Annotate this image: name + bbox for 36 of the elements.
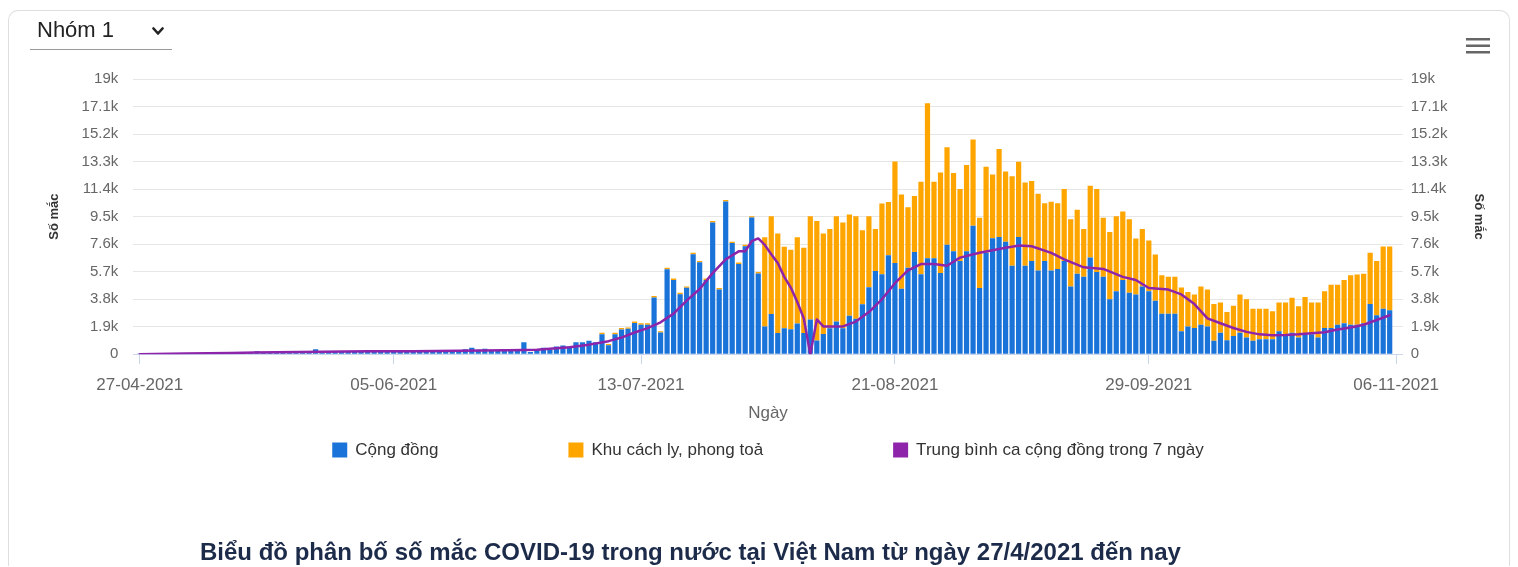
y-tick-label: 17.1k xyxy=(81,96,119,114)
y-tick-label: 3.8k xyxy=(89,289,119,307)
y-tick-label: 1.9k xyxy=(89,316,119,334)
y-tick-label: 13.3k xyxy=(81,151,119,169)
x-tick-label: 29-09-2021 xyxy=(1105,375,1193,395)
y2-tick-label: 15.2k xyxy=(1410,124,1448,142)
y2-tick-label: 3.8k xyxy=(1410,289,1440,307)
y2-tick-label: 7.6k xyxy=(1410,234,1440,252)
x-tick-label: 06-11-2021 xyxy=(1353,375,1440,395)
y-axis-title: Số mắc xyxy=(46,193,62,240)
text: Biểu đồ phân bố số mắc COVID-19 trong nước tại Việt Nam từ ngày 27/4/2021 đến nay xyxy=(200,538,1181,566)
y-tick-label: 7.6k xyxy=(89,234,119,252)
y-tick-label: 19k xyxy=(94,69,119,87)
x-tick-label: 13-07-2021 xyxy=(597,375,685,395)
group-dropdown: Nhóm 1 xyxy=(30,13,172,50)
y2-tick-label: 0 xyxy=(1410,344,1420,362)
y-tick-label: 15.2k xyxy=(81,124,119,142)
legend-label: Trung bình ca cộng đồng trong 7 ngày xyxy=(916,439,1205,459)
y-tick-label: 5.7k xyxy=(89,261,119,279)
x-tick-label: 21-08-2021 xyxy=(851,375,939,395)
y2-tick-label: 5.7k xyxy=(1410,261,1440,279)
legend-label: Khu cách ly, phong toả xyxy=(591,439,764,459)
x-tick-label: 05-06-2021 xyxy=(350,375,438,395)
y-tick-label: 0 xyxy=(109,344,119,362)
y2-tick-label: 19k xyxy=(1410,69,1436,87)
y2-tick-label: 1.9k xyxy=(1410,316,1440,334)
legend-label: Cộng đồng xyxy=(355,439,439,459)
y-tick-label: 9.5k xyxy=(89,206,119,224)
y2-axis-title: Số mắc xyxy=(1471,193,1487,240)
x-tick-label: 27-04-2021 xyxy=(96,375,184,395)
x-axis-title: Ngày xyxy=(748,403,789,423)
y-tick-label: 11.4k xyxy=(82,179,119,197)
y2-tick-label: 9.5k xyxy=(1410,206,1440,224)
y2-tick-label: 13.3k xyxy=(1410,151,1448,169)
y2-tick-label: 17.1k xyxy=(1410,96,1448,114)
y2-tick-label: 11.4k xyxy=(1410,179,1447,197)
